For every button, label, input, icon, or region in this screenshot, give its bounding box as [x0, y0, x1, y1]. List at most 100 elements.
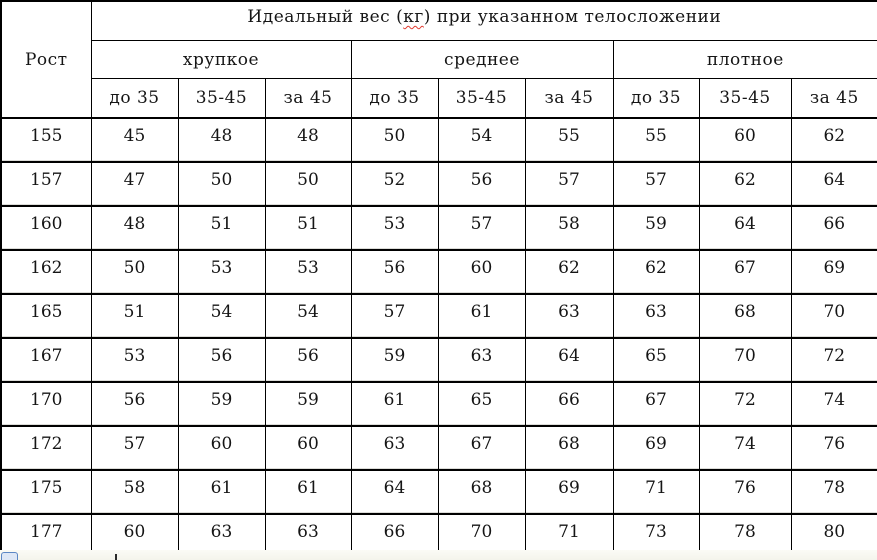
- weight-cell: 56: [264, 337, 352, 383]
- weight-cell: 74: [698, 425, 792, 471]
- weight-cell: 48: [177, 117, 266, 163]
- weight-cell: 59: [350, 337, 439, 383]
- age-column-header: до 35: [350, 78, 439, 119]
- build-type-row: хрупкое среднее плотное: [1, 40, 877, 79]
- weight-cell: 68: [524, 425, 614, 471]
- table-row: 175 58 61 61 64 68 69 71 76 78: [0, 469, 877, 515]
- weight-cell: 53: [177, 249, 266, 295]
- weight-cell: 59: [264, 381, 352, 427]
- title-text-before: Идеальный вес (: [247, 7, 404, 27]
- age-column-header: за 45: [790, 78, 877, 119]
- height-value: 172: [0, 425, 92, 471]
- table-row: 162 50 53 53 56 60 62 62 67 69: [0, 249, 877, 295]
- weight-cell: 55: [612, 117, 700, 163]
- table-row: 165 51 54 54 57 61 63 63 68 70: [0, 293, 877, 339]
- cropped-widget-fragment: [1, 552, 18, 560]
- weight-cell: 52: [350, 161, 439, 207]
- weight-cell: 50: [264, 161, 352, 207]
- weight-cell: 63: [437, 337, 526, 383]
- weight-cell: 61: [350, 381, 439, 427]
- weight-cell: 45: [90, 117, 179, 163]
- age-column-header: за 45: [264, 78, 352, 119]
- spellcheck-flagged-word: кг: [403, 7, 424, 27]
- age-column-header: 35-45: [698, 78, 792, 119]
- weight-cell: 63: [524, 293, 614, 339]
- weight-cell: 72: [790, 337, 877, 383]
- weight-cell: 68: [698, 293, 792, 339]
- weight-cell: 59: [177, 381, 266, 427]
- weight-cell: 67: [437, 425, 526, 471]
- table-header: Рост Идеальный вес (кг) при указанном те…: [0, 0, 877, 119]
- height-value: 157: [0, 161, 92, 207]
- weight-cell: 57: [437, 205, 526, 251]
- weight-cell: 62: [612, 249, 700, 295]
- weight-cell: 61: [177, 469, 266, 515]
- weight-cell: 64: [790, 161, 877, 207]
- weight-cell: 60: [437, 249, 526, 295]
- weight-cell: 64: [524, 337, 614, 383]
- height-value: 175: [0, 469, 92, 515]
- height-value: 160: [0, 205, 92, 251]
- weight-cell: 64: [350, 469, 439, 515]
- weight-cell: 69: [790, 249, 877, 295]
- weight-cell: 53: [264, 249, 352, 295]
- table-title: Идеальный вес (кг) при указанном телосло…: [90, 0, 877, 41]
- weight-cell: 48: [90, 205, 179, 251]
- weight-cell: 51: [264, 205, 352, 251]
- build-group-fragile: хрупкое: [90, 40, 352, 79]
- weight-cell: 51: [177, 205, 266, 251]
- weight-cell: 78: [790, 469, 877, 515]
- weight-cell: 65: [612, 337, 700, 383]
- weight-cell: 56: [90, 381, 179, 427]
- age-group-row: до 35 35-45 за 45 до 35 35-45 за 45 до 3…: [1, 78, 877, 119]
- weight-cell: 62: [698, 161, 792, 207]
- height-value: 165: [0, 293, 92, 339]
- weight-cell: 56: [350, 249, 439, 295]
- weight-cell: 66: [790, 205, 877, 251]
- height-column-header: Рост: [0, 0, 92, 119]
- weight-cell: 57: [350, 293, 439, 339]
- weight-cell: 56: [437, 161, 526, 207]
- height-value: 162: [0, 249, 92, 295]
- table-row: 157 47 50 50 52 56 57 57 62 64: [0, 161, 877, 207]
- table-row: 170 56 59 59 61 65 66 67 72 74: [0, 381, 877, 427]
- weight-cell: 70: [698, 337, 792, 383]
- weight-cell: 71: [612, 469, 700, 515]
- table-row: 155 45 48 48 50 54 55 55 60 62: [0, 117, 877, 163]
- table-row: 160 48 51 51 53 57 58 59 64 66: [0, 205, 877, 251]
- height-value: 155: [0, 117, 92, 163]
- weight-cell: 76: [698, 469, 792, 515]
- weight-cell: 67: [612, 381, 700, 427]
- weight-cell: 57: [90, 425, 179, 471]
- age-column-header: 35-45: [437, 78, 526, 119]
- age-column-header: до 35: [90, 78, 179, 119]
- weight-cell: 66: [524, 381, 614, 427]
- weight-cell: 50: [350, 117, 439, 163]
- weight-cell: 63: [350, 425, 439, 471]
- cursor-tick-fragment: [115, 554, 117, 560]
- weight-cell: 69: [612, 425, 700, 471]
- table-row: 167 53 56 56 59 63 64 65 70 72: [0, 337, 877, 383]
- weight-cell: 60: [264, 425, 352, 471]
- weight-cell: 51: [90, 293, 179, 339]
- weight-cell: 70: [790, 293, 877, 339]
- weight-cell: 55: [524, 117, 614, 163]
- weight-cell: 58: [90, 469, 179, 515]
- weight-cell: 47: [90, 161, 179, 207]
- weight-cell: 54: [264, 293, 352, 339]
- weight-cell: 50: [90, 249, 179, 295]
- table-body: 155 45 48 48 50 54 55 55 60 62 157 47 50 50 52 56 57 57 62…: [0, 117, 877, 559]
- age-column-header: за 45: [524, 78, 614, 119]
- build-group-stocky: плотное: [612, 40, 877, 79]
- weight-cell: 57: [612, 161, 700, 207]
- weight-cell: 53: [350, 205, 439, 251]
- weight-cell: 61: [264, 469, 352, 515]
- weight-cell: 48: [264, 117, 352, 163]
- weight-cell: 65: [437, 381, 526, 427]
- build-group-medium: среднее: [350, 40, 614, 79]
- weight-cell: 60: [177, 425, 266, 471]
- weight-cell: 63: [612, 293, 700, 339]
- weight-cell: 62: [790, 117, 877, 163]
- weight-cell: 69: [524, 469, 614, 515]
